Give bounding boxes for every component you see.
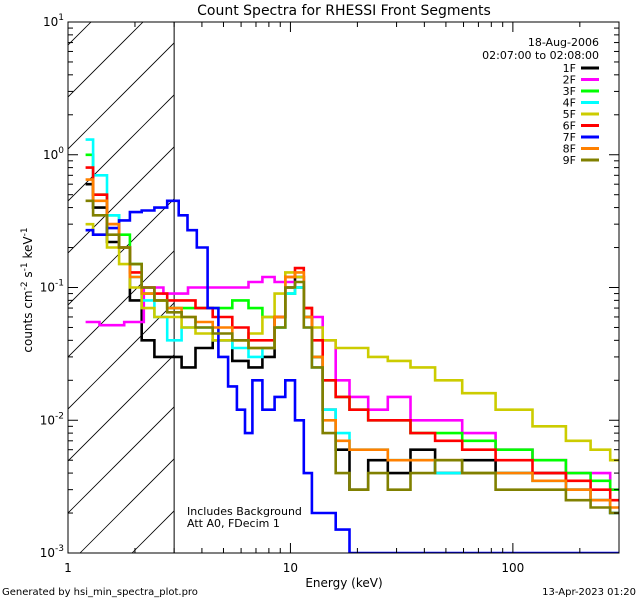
hatch-line (68, 22, 92, 46)
hatch-line (68, 198, 175, 306)
footer-timestamp: 13-Apr-2023 01:20 (542, 587, 636, 598)
hatch-line (68, 146, 175, 254)
hatch-line (68, 22, 144, 98)
series-8F (85, 178, 619, 509)
y-tick-label: 100 (43, 146, 64, 162)
legend-label-9F: 9F (563, 154, 576, 167)
legend-label-7F: 7F (563, 131, 576, 144)
legend-time-range: 02:07:00 to 02:08:00 (482, 49, 599, 62)
series-7F (85, 199, 619, 553)
annotation-background: Includes Background (187, 505, 302, 518)
series-9F (85, 199, 619, 515)
series-3F (85, 153, 619, 491)
x-tick-label: 10 (283, 561, 298, 575)
legend-label-6F: 6F (563, 120, 576, 133)
hatch-line (68, 354, 175, 462)
legend-label-8F: 8F (563, 143, 576, 156)
chart-title: Count Spectra for RHESSI Front Segments (197, 3, 491, 19)
legend-label-3F: 3F (563, 85, 576, 98)
y-tick-label: 10-1 (40, 279, 64, 295)
x-tick-label: 1 (64, 561, 72, 575)
hatch-line (68, 42, 175, 150)
footer-generated-by: Generated by hsi_min_spectra_plot.pro (2, 587, 198, 598)
x-axis-label: Energy (keV) (305, 576, 382, 590)
legend-label-2F: 2F (563, 74, 576, 87)
series-2F (85, 275, 619, 491)
y-axis-label: counts cm-2 s-1 keV-1 (20, 227, 35, 352)
hatch-line (79, 458, 175, 553)
y-tick-label: 10-3 (40, 544, 64, 560)
legend-label-1F: 1F (563, 62, 576, 75)
x-tick-label: 100 (501, 561, 524, 575)
hatch-line (68, 250, 175, 358)
series-4F (85, 138, 619, 515)
legend-label-5F: 5F (563, 108, 576, 121)
hatched-region (68, 22, 175, 553)
legend-label-4F: 4F (563, 97, 576, 110)
legend-date: 18-Aug-2006 (528, 36, 599, 49)
annotation-attenuator: Att A0, FDecim 1 (187, 517, 280, 530)
y-tick-label: 101 (43, 13, 64, 29)
hatch-line (68, 406, 175, 514)
y-tick-label: 10-2 (40, 411, 64, 427)
